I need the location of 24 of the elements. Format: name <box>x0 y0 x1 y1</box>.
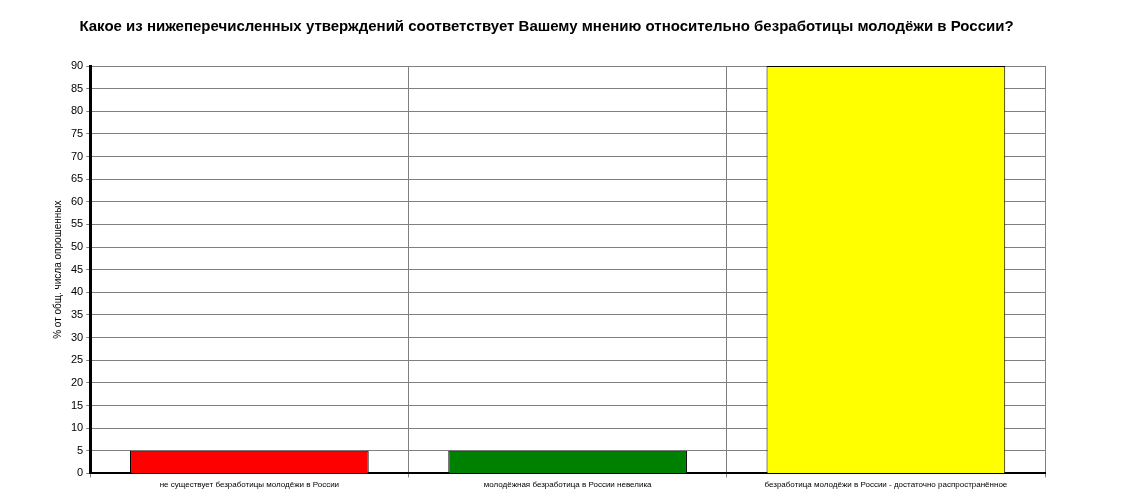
chart-title: Какое из нижеперечисленных утверждений соответствует Вашему мнению относительно безработицы молодёжи в России? <box>79 17 1014 35</box>
y-tick-label: 35 <box>70 308 84 320</box>
y-tick-label: 65 <box>70 172 84 185</box>
y-tick-label: 90 <box>70 59 84 72</box>
y-tick-label: 5 <box>77 443 84 456</box>
y-tick-label: 80 <box>70 104 84 117</box>
y-tick-label: 50 <box>70 240 84 253</box>
x-tick-label: не существует безработицы молодёжи в России <box>159 480 340 490</box>
y-tick-label: 70 <box>70 149 84 162</box>
y-tick-label: 0 <box>77 466 84 479</box>
y-tick-label: 15 <box>70 398 84 411</box>
y-tick-label: 75 <box>70 126 84 139</box>
y-tick-label: 85 <box>70 81 84 94</box>
y-tick-label: 40 <box>70 285 84 298</box>
y-tick-label: 55 <box>70 217 84 230</box>
x-tick-label: безработица молодёжи в России - достаточно распространённое <box>764 480 1008 490</box>
y-axis-title: % от общ. числа опрошенных <box>51 200 63 339</box>
y-tick-label: 10 <box>70 421 84 434</box>
y-tick-label: 45 <box>70 262 84 275</box>
y-tick-label: 20 <box>70 375 84 388</box>
x-tick-label: молодёжная безработица в России невелика <box>483 480 653 490</box>
y-tick-label: 30 <box>70 330 84 343</box>
y-tick-label: 25 <box>70 353 84 366</box>
y-tick-label: 60 <box>70 194 84 207</box>
